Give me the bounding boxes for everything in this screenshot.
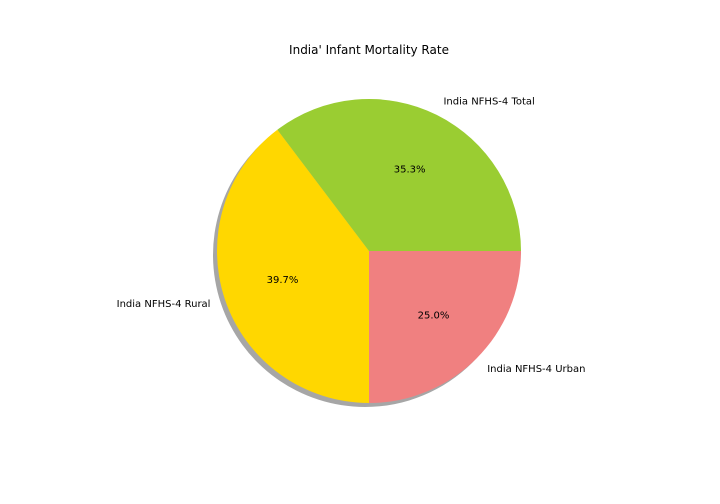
percent-label-india-nfhs-4-urban: 25.0%	[418, 310, 450, 321]
pie-slice-india-nfhs-4-rural	[216, 129, 369, 404]
slice-label-india-nfhs-4-total: India NFHS-4 Total	[443, 96, 534, 107]
pie-labels: India NFHS-4 Total 35.3% India NFHS-4 Rura…	[117, 96, 586, 375]
percent-label-india-nfhs-4-rural: 39.7%	[267, 275, 299, 286]
percent-label-india-nfhs-4-total: 35.3%	[394, 164, 426, 175]
pie-slice-india-nfhs-4-urban	[369, 251, 521, 403]
slice-label-india-nfhs-4-urban: India NFHS-4 Urban	[487, 364, 585, 375]
chart-title: India' Infant Mortality Rate	[289, 43, 449, 57]
pie-slices	[216, 98, 521, 404]
slice-label-india-nfhs-4-rural: India NFHS-4 Rural	[117, 299, 211, 310]
pie-slice-india-nfhs-4-total	[277, 98, 521, 251]
